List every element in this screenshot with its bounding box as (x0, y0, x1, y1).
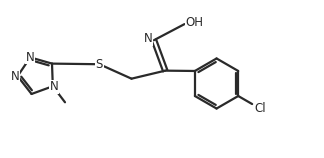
Text: Cl: Cl (254, 102, 266, 115)
Text: N: N (144, 32, 153, 45)
Text: N: N (50, 80, 59, 93)
Text: OH: OH (186, 16, 204, 29)
Text: N: N (26, 51, 35, 64)
Text: S: S (96, 58, 103, 71)
Text: N: N (11, 70, 19, 83)
